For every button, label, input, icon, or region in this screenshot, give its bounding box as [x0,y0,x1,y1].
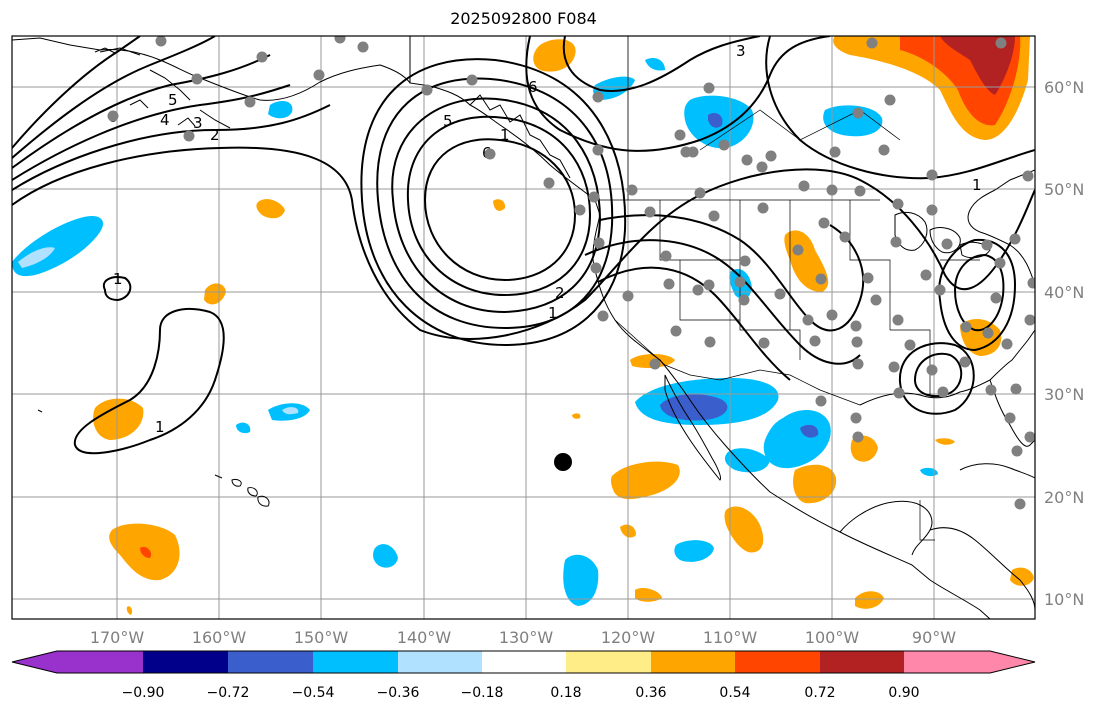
contour-label: 5 [168,91,178,109]
longitude-labels: 170°W 160°W 150°W 140°W 130°W 120°W 110°… [90,628,956,647]
colorbar-segment [398,651,482,673]
colorbar-label: 0.36 [635,685,666,701]
colorbar-label: −0.54 [292,685,335,701]
colorbar-segment [904,651,1035,673]
contour-label: 2 [210,126,220,144]
map-title: 2025092800 F084 [450,9,597,28]
lat-tick: 50°N [1044,180,1084,199]
lon-tick: 160°W [192,628,247,647]
lat-tick: 20°N [1044,488,1084,507]
colorbar-segment [143,651,228,673]
colorbar-segment [313,651,398,673]
contour-label: 6 [528,78,538,96]
colorbar-label: −0.90 [122,685,165,701]
graticule [12,36,1035,619]
colorbar-segment [12,651,143,673]
colorbar-segment [820,651,904,673]
lon-tick: 120°W [601,628,656,647]
lon-tick: 130°W [499,628,554,647]
colorbar-label: −0.72 [207,685,250,701]
contour-label: 5 [443,112,453,130]
contour-lines [12,36,1035,455]
highlight-point [554,453,572,471]
contour-label: 2 [555,284,565,302]
lon-tick: 90°W [912,628,956,647]
lon-tick: 110°W [703,628,758,647]
lat-tick: 60°N [1044,78,1084,97]
colorbar-segment [228,651,313,673]
lon-tick: 170°W [90,628,145,647]
contour-label: 1 [972,176,982,194]
colorbar-label: −0.36 [377,685,420,701]
lon-tick: 150°W [294,628,349,647]
lat-tick: 10°N [1044,590,1084,609]
colorbar-segment [651,651,735,673]
coastlines [12,36,1035,619]
contour-label: 4 [160,111,170,129]
lat-tick: 30°N [1044,385,1084,404]
contour-label: 1 [500,126,510,144]
colorbar-label: 0.18 [550,685,581,701]
anomaly-fills [12,36,1034,615]
colorbar-segment [566,651,651,673]
contour-label: 1 [548,304,558,322]
lat-tick: 40°N [1044,283,1084,302]
colorbar-label: −0.18 [461,685,504,701]
lon-tick: 100°W [805,628,860,647]
contour-label: 3 [736,42,746,60]
colorbar-label: 0.90 [888,685,919,701]
contour-label: 3 [193,114,203,132]
colorbar-label: 0.72 [804,685,835,701]
map-frame [11,35,1036,620]
contour-label: 1 [155,418,165,436]
colorbar-segment [482,651,566,673]
colorbar-segment [735,651,820,673]
contour-label: 1 [113,270,123,288]
colorbar: −0.90 −0.72 −0.54 −0.36 −0.18 0.18 0.36 … [11,650,1036,701]
lon-tick: 140°W [397,628,452,647]
contour-labels: 1 2 3 4 5 6 6 5 2 1 1 1 3 6 1 [108,42,982,436]
latitude-labels: 10°N 20°N 30°N 40°N 50°N 60°N [1044,78,1084,609]
colorbar-label: 0.54 [719,685,750,701]
colorbar-outline [11,650,1036,674]
station-markers [107,36,1035,510]
